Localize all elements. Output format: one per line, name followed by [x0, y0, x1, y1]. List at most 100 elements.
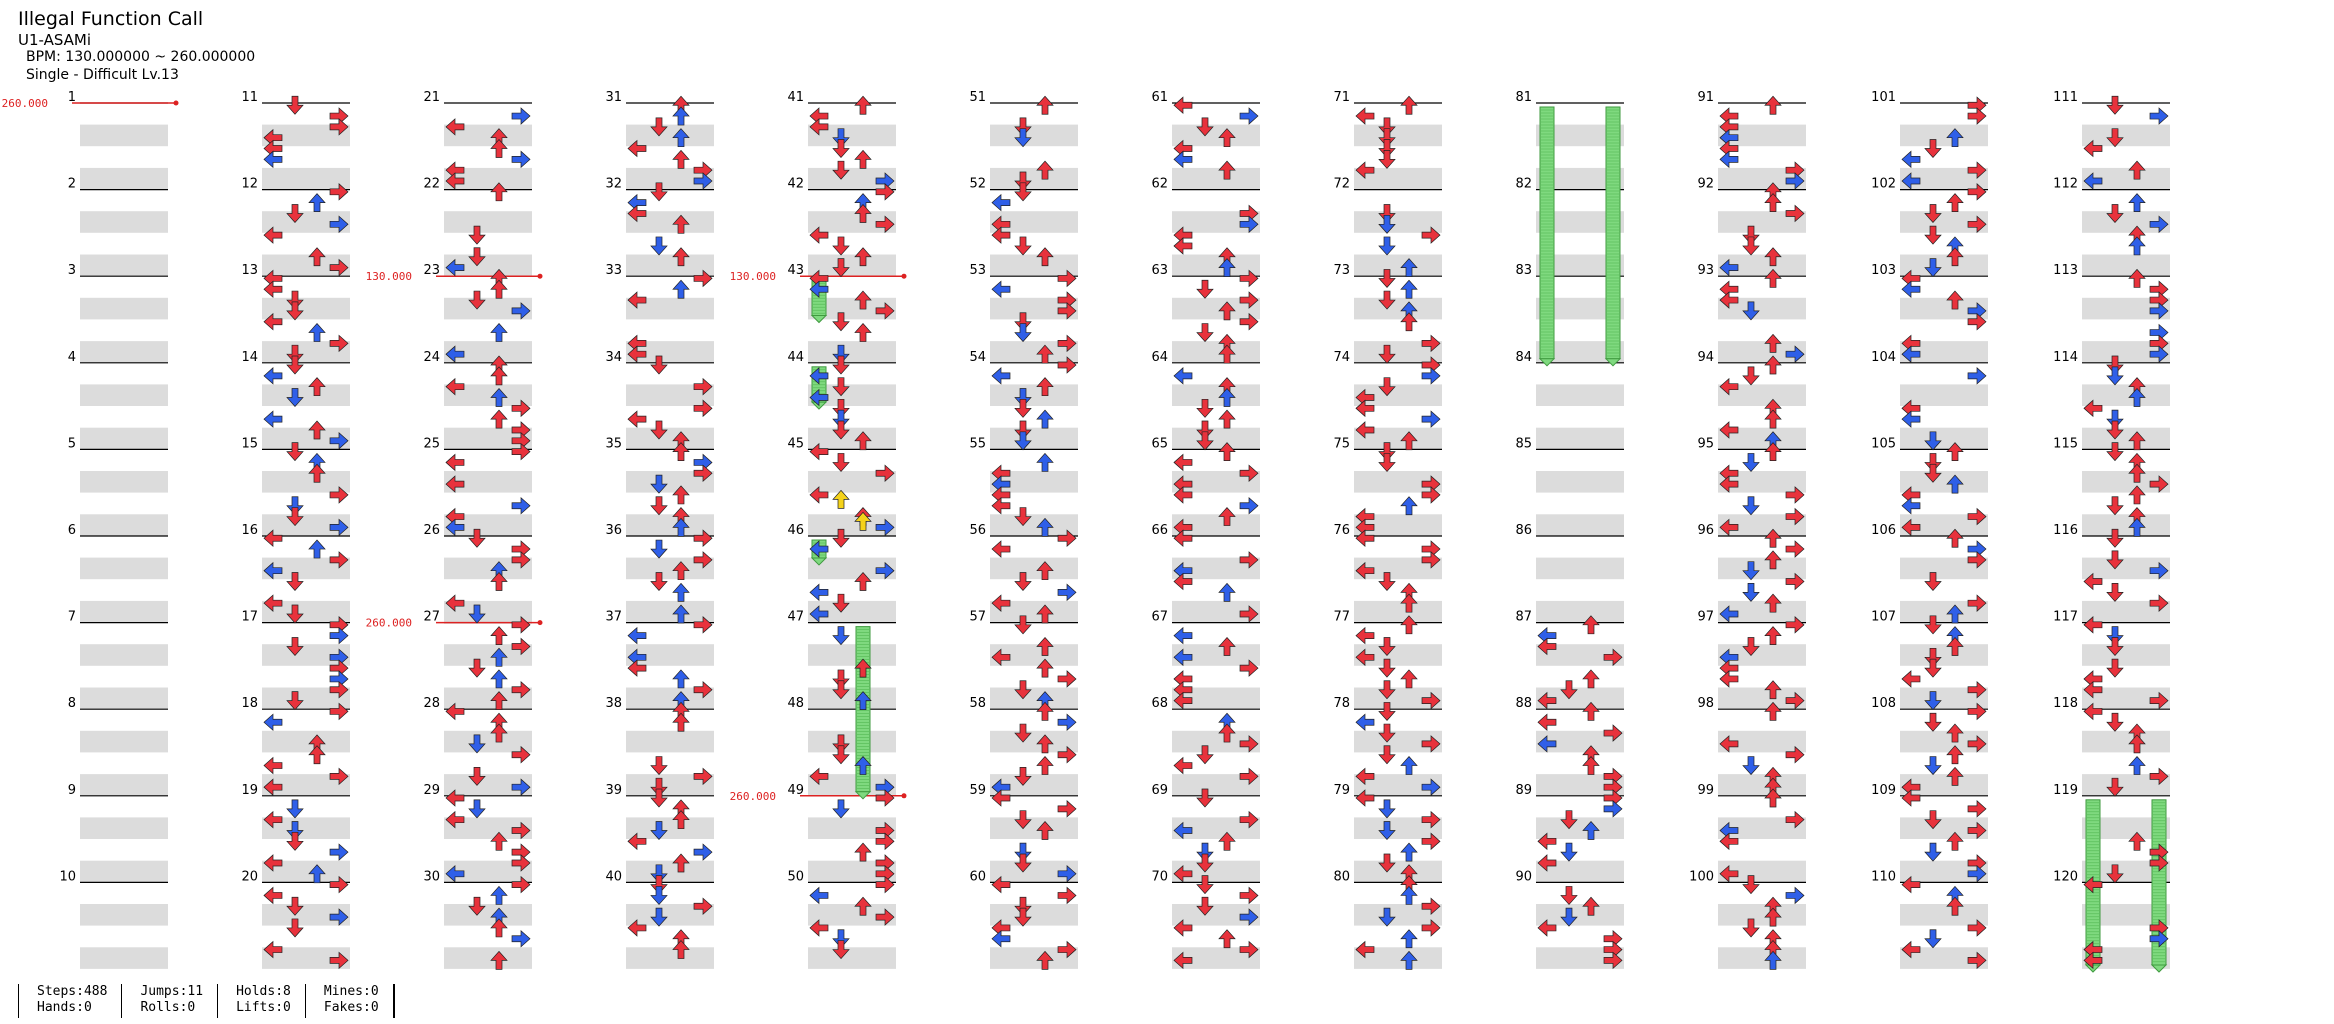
measure-number: 114	[2053, 350, 2078, 365]
beat-band	[262, 254, 350, 277]
arrow-shape	[263, 886, 283, 905]
beat-band	[808, 341, 896, 363]
arrow-up	[1946, 528, 1964, 548]
arrow-down	[832, 420, 850, 440]
arrow-shape	[1378, 290, 1396, 310]
arrow-up	[1218, 507, 1236, 526]
arrow-down	[1742, 496, 1760, 516]
arrow-shape	[693, 172, 713, 190]
measure-number: 104	[1871, 350, 1896, 365]
measure-number: 63	[1151, 263, 1168, 278]
arrow-down	[832, 258, 850, 278]
stats-group-jumps: Jumps:11 Rolls:0	[121, 984, 217, 1018]
beat-band	[80, 774, 168, 796]
arrow-shape	[832, 355, 850, 375]
arrow-down	[286, 301, 304, 321]
arrow-down	[1742, 756, 1760, 776]
arrow-left	[263, 810, 283, 829]
measure-number: 41	[787, 90, 804, 105]
arrow-left	[1173, 367, 1193, 385]
arrow-shape	[1057, 886, 1077, 905]
arrow-right	[1967, 919, 1987, 937]
arrow-shape	[1355, 561, 1375, 580]
arrow-shape	[329, 551, 349, 569]
arrow-shape	[329, 626, 349, 645]
arrow-shape	[2128, 236, 2146, 256]
beat-band	[1172, 384, 1260, 406]
measure-19: 19	[241, 783, 350, 883]
beat-band	[1536, 774, 1624, 796]
arrow-down	[2106, 712, 2124, 732]
arrow-up	[1036, 701, 1054, 721]
arrow-shape	[468, 896, 486, 916]
beat-band	[80, 730, 168, 753]
arrow-shape	[329, 118, 349, 136]
arrow-left	[991, 226, 1011, 244]
stat-jumps: Jumps:11	[140, 984, 204, 999]
arrow-up	[854, 95, 872, 115]
arrow-shape	[1014, 236, 1032, 256]
arrow-down	[650, 777, 668, 797]
arrow-shape	[1421, 735, 1441, 753]
arrow-shape	[809, 280, 829, 299]
arrow-up	[1764, 788, 1782, 808]
arrow-up	[308, 745, 326, 765]
beat-band	[1900, 124, 1988, 147]
beat-band	[1900, 384, 1988, 406]
arrow-shape	[1582, 701, 1600, 721]
beat-band	[990, 427, 1078, 450]
measure-88: 88	[1515, 696, 1624, 796]
arrow-shape	[511, 616, 531, 634]
arrow-down	[1378, 236, 1396, 256]
arrow-shape	[1057, 713, 1077, 732]
measure-7: 7	[68, 610, 168, 710]
measure-97: 97	[1697, 610, 1806, 710]
arrow-up	[854, 691, 872, 710]
arrow-down	[2106, 496, 2124, 516]
beat-band	[1172, 514, 1260, 536]
arrow-shape	[991, 367, 1011, 385]
arrow-down	[1378, 853, 1396, 873]
arrow-shape	[308, 323, 326, 342]
arrow-left	[1173, 572, 1193, 591]
arrow-shape	[490, 647, 508, 667]
arrow-down	[832, 745, 850, 765]
arrow-shape	[1924, 139, 1942, 159]
arrow-left	[445, 345, 465, 363]
arrow-up	[2128, 463, 2146, 483]
beat-band	[808, 600, 896, 623]
arrow-shape	[329, 486, 349, 504]
arrow-up	[1218, 160, 1236, 180]
arrow-left	[1173, 648, 1193, 667]
arrow-shape	[445, 594, 465, 612]
arrow-left	[809, 919, 829, 937]
arrow-shape	[2128, 734, 2146, 754]
measure-number: 48	[787, 696, 804, 711]
arrow-down	[1014, 431, 1032, 451]
arrow-up	[490, 918, 508, 938]
song-title: Illegal Function Call	[18, 8, 204, 30]
arrow-shape	[1173, 648, 1193, 667]
arrow-left	[1901, 280, 1921, 299]
arrow-shape	[1582, 669, 1600, 689]
arrow-shape	[832, 680, 850, 700]
arrow-shape	[1537, 854, 1557, 872]
arrow-shape	[1355, 421, 1375, 439]
arrow-down	[832, 139, 850, 159]
arrow-shape	[991, 280, 1011, 299]
arrow-right	[1239, 940, 1259, 959]
arrow-shape	[627, 659, 647, 677]
arrow-down	[2106, 409, 2124, 429]
arrow-up	[1218, 387, 1236, 407]
arrow-shape	[2083, 172, 2103, 190]
arrow-shape	[1014, 312, 1032, 332]
measure-42: 42	[787, 177, 896, 277]
arrow-shape	[1967, 107, 1987, 125]
arrow-shape	[308, 864, 326, 884]
arrow-shape	[1014, 128, 1032, 148]
arrow-shape	[2106, 777, 2124, 797]
arrow-right	[329, 908, 349, 926]
beat-band	[1718, 254, 1806, 277]
beat-band	[444, 774, 532, 796]
measure-number: 3	[68, 263, 76, 278]
